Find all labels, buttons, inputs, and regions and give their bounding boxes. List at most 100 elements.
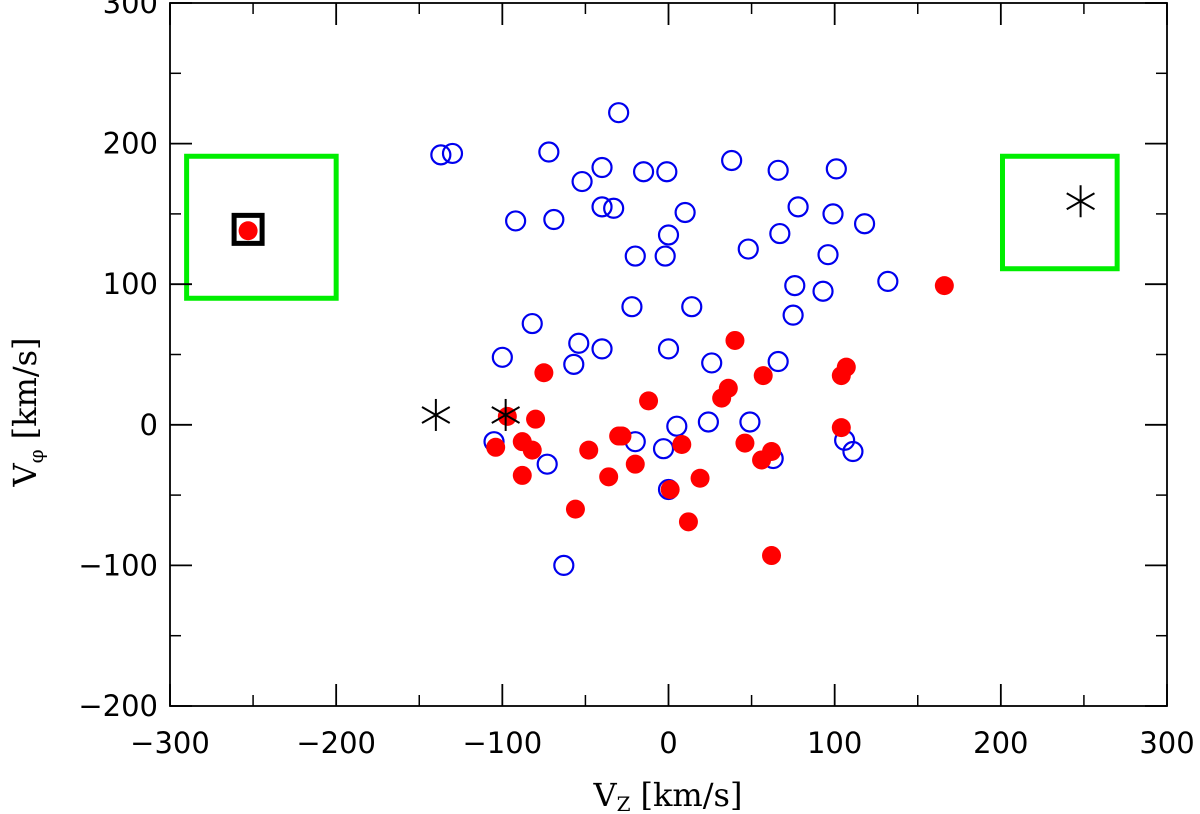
filled-circle-point <box>512 465 532 485</box>
x-tick-label: 100 <box>807 726 862 760</box>
open-circle-point <box>543 208 565 231</box>
open-circle-point <box>608 102 630 124</box>
open-circle-point <box>624 245 646 267</box>
x-tick-label: 300 <box>1139 726 1194 760</box>
open-circle-point <box>842 440 864 463</box>
open-circle-point <box>591 196 613 218</box>
x-tick-label: −200 <box>296 726 376 760</box>
plot-frame <box>169 2 1168 707</box>
open-circle-point <box>737 238 759 260</box>
filled-circle-point <box>678 512 698 532</box>
y-tick-label: 200 <box>103 127 158 161</box>
y-tick-label: 100 <box>103 267 158 301</box>
open-circle-point <box>697 411 719 433</box>
open-circle-point <box>817 244 839 266</box>
filled-circle-point <box>660 479 680 499</box>
filled-circle-point <box>522 440 542 460</box>
x-axis-label-unit: [km/s] <box>641 776 743 814</box>
filled-circle-point <box>534 363 554 383</box>
open-circle-point <box>568 332 590 354</box>
open-circle-point <box>538 141 560 163</box>
open-circle-point <box>603 197 625 219</box>
filled-circle-point <box>639 391 659 411</box>
asterisk-point <box>491 398 521 431</box>
open-circle-point <box>652 438 675 460</box>
filled-circle-point <box>831 366 851 386</box>
filled-circle-point <box>753 366 773 386</box>
y-tick-label: −200 <box>78 689 158 723</box>
open-circle-point <box>657 224 680 246</box>
open-circle-point <box>621 296 643 318</box>
open-circle-point <box>787 196 809 218</box>
selection-box <box>184 153 339 301</box>
open-circle-point <box>656 161 678 183</box>
open-circle-point <box>769 222 791 245</box>
x-tick-label: 0 <box>659 726 677 760</box>
open-circle-point <box>654 245 676 267</box>
asterisk-stroke <box>421 406 451 424</box>
open-circle-point <box>767 350 789 373</box>
filled-circle-point <box>526 409 546 429</box>
open-circle-point <box>571 170 593 193</box>
x-axis-label-sub: Z <box>617 792 631 814</box>
open-circle-point <box>441 142 464 165</box>
x-axis-label: VZ [km/s] <box>593 776 743 814</box>
filled-circle-point <box>599 467 619 487</box>
open-circle-point <box>784 275 806 297</box>
y-axis-label: Vφ [km/s] <box>6 337 48 487</box>
open-circle-point <box>553 554 575 577</box>
open-circle-point <box>632 161 655 183</box>
filled-circle-point <box>725 330 745 350</box>
filled-circle-point <box>762 442 782 462</box>
x-axis-label-main: V <box>593 776 618 814</box>
filled-circle-point <box>735 433 755 453</box>
open-circle-point <box>822 203 844 225</box>
y-axis-label-main: V <box>6 463 44 488</box>
open-circle-point <box>812 280 834 302</box>
asterisk-stroke <box>1066 192 1095 211</box>
filled-circle-point <box>238 221 258 241</box>
open-circle-point <box>782 304 804 326</box>
filled-circle-point <box>565 499 585 519</box>
y-tick-label: 0 <box>140 408 158 442</box>
y-tick-label: −100 <box>78 548 158 582</box>
filled-circle-point <box>486 437 506 457</box>
open-circle-point <box>491 346 513 368</box>
filled-circle-point <box>625 454 645 474</box>
open-circle-point <box>591 156 613 179</box>
open-circle-point <box>701 352 723 374</box>
open-circle-point <box>767 159 789 181</box>
filled-circle-point <box>831 418 851 438</box>
x-tick-label: −100 <box>463 726 543 760</box>
open-circle-point <box>739 411 761 433</box>
filled-circle-point <box>762 546 782 566</box>
filled-circle-point <box>672 434 692 454</box>
open-circle-point <box>825 158 847 180</box>
x-tick-label: −300 <box>130 726 210 760</box>
filled-circle-point <box>579 440 599 460</box>
filled-circle-point <box>712 388 732 408</box>
asterisk-point <box>1066 185 1095 218</box>
y-axis-label-unit: [km/s] <box>6 337 44 439</box>
open-circle-point <box>877 270 899 292</box>
open-circle-point <box>681 296 703 318</box>
open-circle-point <box>505 210 527 232</box>
open-circle-point <box>853 213 876 235</box>
open-circle-point <box>521 312 543 335</box>
asterisk-point <box>421 398 451 431</box>
open-circle-point <box>536 453 558 475</box>
y-axis-label-sub: φ <box>24 449 48 463</box>
open-circle-point <box>591 338 613 360</box>
open-square-point <box>231 212 265 246</box>
open-circle-point <box>666 415 688 437</box>
asterisk-stroke <box>491 406 521 424</box>
open-circle-point <box>721 149 743 172</box>
marks-layer <box>231 102 1095 577</box>
filled-circle-point <box>612 426 632 446</box>
boxes-layer <box>184 153 1120 301</box>
x-tick-label: 200 <box>973 726 1028 760</box>
y-tick-label: 300 <box>103 0 158 20</box>
